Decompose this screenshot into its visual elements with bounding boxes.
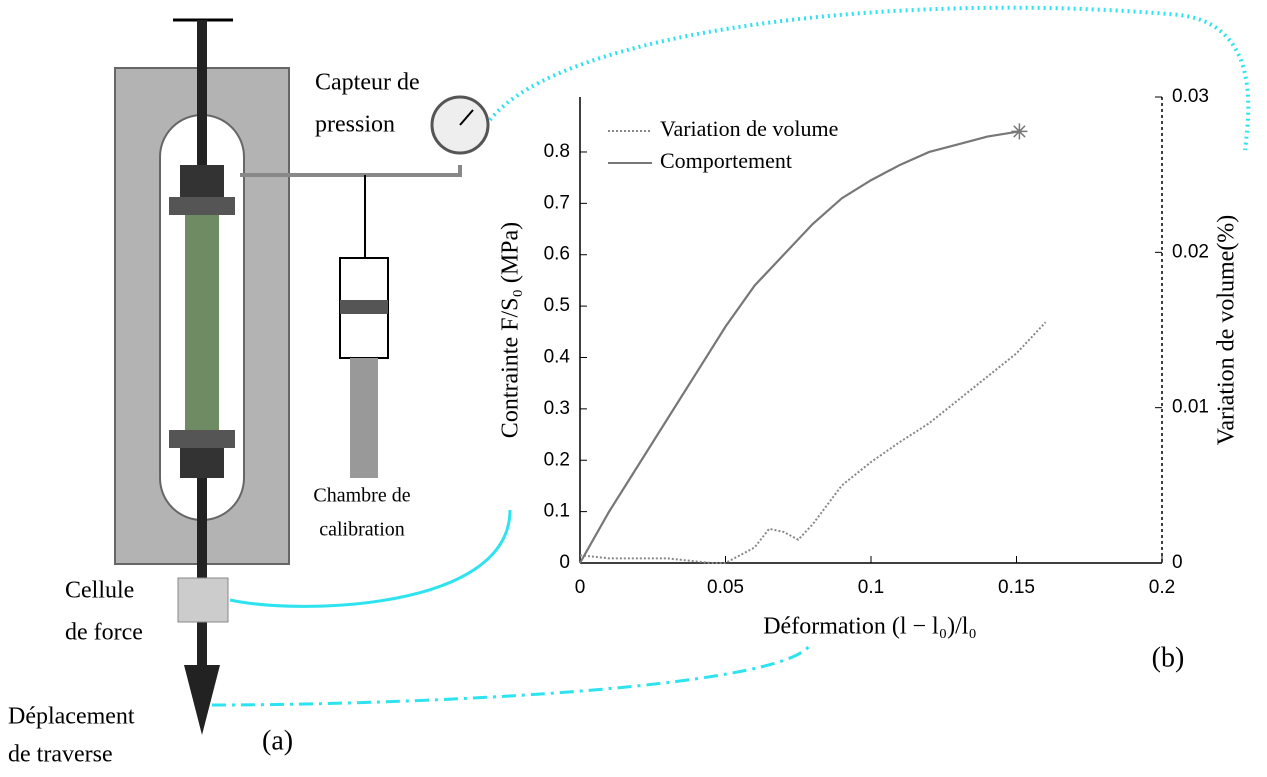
connector-force: [229, 509, 512, 608]
x-axis-label: Déformation (l − l₀)/l₀: [763, 614, 977, 640]
chart: (b) Déformation (l − l₀)/l₀ Contrainte F…: [498, 86, 1240, 673]
panel-label: (a): [262, 725, 293, 756]
y-axis-label: Contrainte F/S₀ (MPa): [498, 222, 524, 438]
connector-displacement: [211, 644, 812, 707]
gauge-needle: [459, 109, 474, 126]
pipe: [240, 165, 462, 177]
y-tick-label: 0.3: [544, 398, 570, 419]
label: pression: [315, 112, 395, 138]
micrometer: [350, 358, 378, 478]
x-tick-label: 0.05: [707, 577, 744, 598]
y-tick-label: 0.7: [544, 192, 570, 213]
label: Chambre de: [313, 485, 410, 507]
y2-axis-label: Variation de volume(%): [1214, 215, 1240, 446]
x-tick-label: 0.15: [998, 577, 1035, 598]
x-tick-label: 0.2: [1149, 577, 1175, 598]
y-tick-label: 0.5: [544, 295, 570, 316]
legend-label: Comportement: [660, 148, 792, 173]
y-tick-label: 0.2: [544, 449, 570, 470]
end-marker: [1011, 123, 1028, 140]
clamp-top: [169, 197, 235, 215]
label: de traverse: [8, 742, 113, 768]
specimen: [185, 215, 219, 430]
y-tick-label: 0.6: [544, 244, 570, 265]
y-tick-label: 0.8: [544, 141, 570, 162]
label: calibration: [319, 519, 405, 541]
grip-bottom: [180, 448, 224, 478]
connector-pressure: [488, 5, 1251, 151]
label: Capteur de: [315, 70, 420, 96]
y-tick-label: 0: [559, 552, 570, 573]
y-tick-label: 0.4: [544, 347, 571, 368]
legend-label: Variation de volume: [660, 116, 838, 141]
y2-tick-label: 0.02: [1172, 241, 1209, 262]
x-tick-label: 0: [575, 577, 586, 598]
panel-label: (b): [1152, 642, 1185, 673]
x-tick-label: 0.1: [858, 577, 884, 598]
apparatus: Capteur de pression Chambre de calibrati…: [8, 5, 1251, 768]
clamp-bottom: [169, 430, 235, 448]
grip-top: [180, 165, 224, 197]
y2-tick-label: 0.03: [1172, 86, 1209, 107]
piston: [340, 300, 388, 314]
label: de force: [65, 620, 143, 646]
label: Cellule: [65, 578, 134, 604]
arrow: [184, 665, 220, 735]
label: Déplacement: [8, 704, 135, 730]
series-line: [579, 321, 1047, 564]
series-line: [579, 130, 1020, 564]
y-tick-label: 0.1: [544, 501, 570, 522]
y2-tick-label: 0.01: [1172, 397, 1209, 418]
load-cell: [177, 577, 229, 623]
y2-tick-label: 0: [1172, 552, 1183, 573]
